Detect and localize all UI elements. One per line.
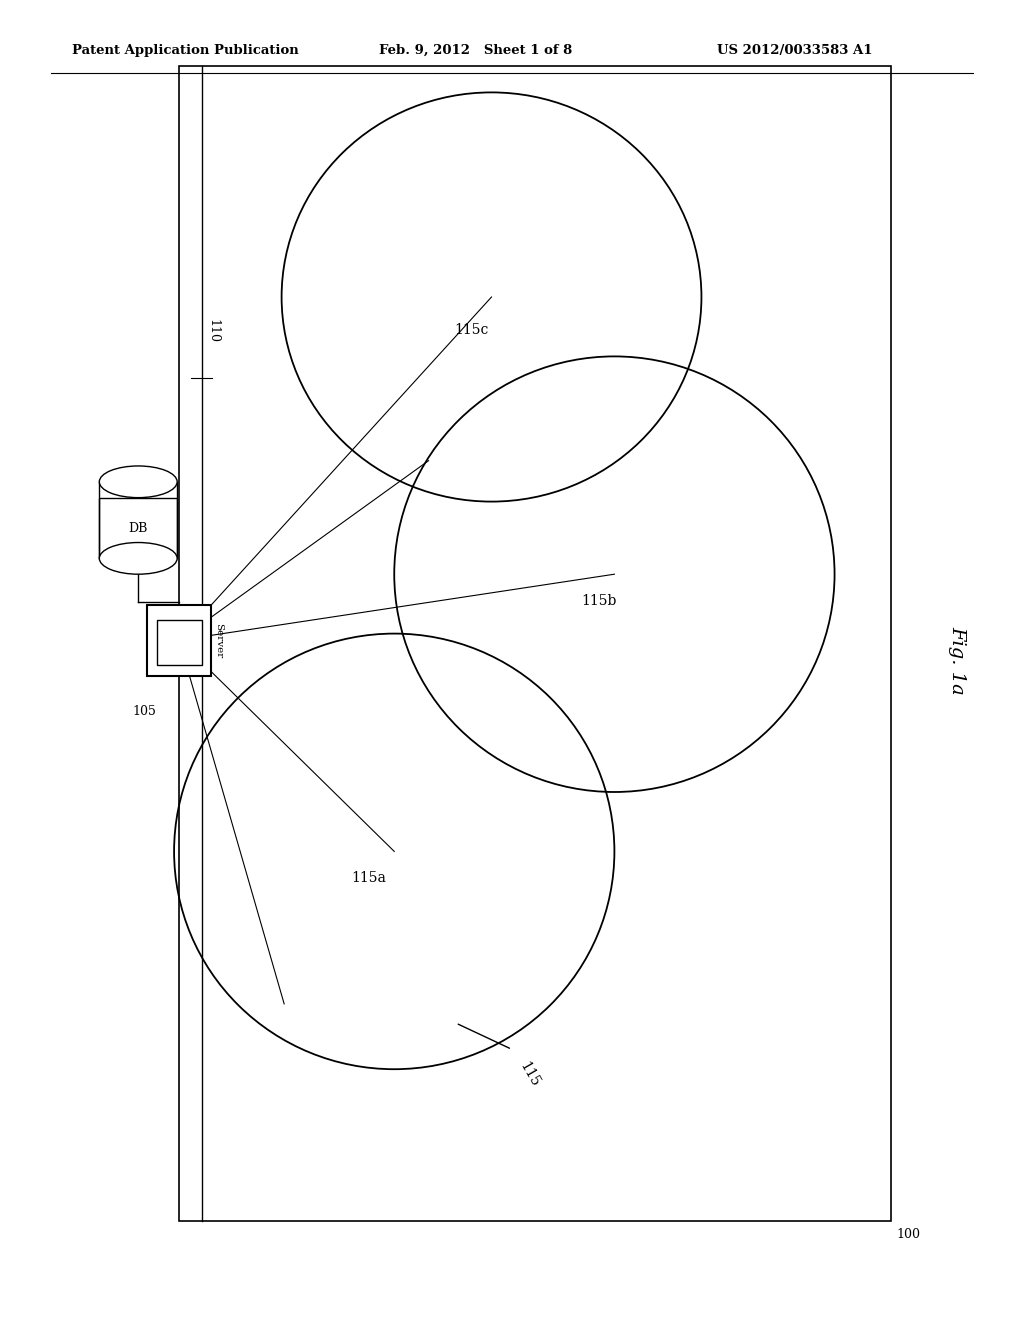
Text: DB: DB bbox=[129, 521, 147, 535]
Text: Server: Server bbox=[214, 623, 223, 657]
Text: 115: 115 bbox=[517, 1060, 543, 1090]
Text: Feb. 9, 2012   Sheet 1 of 8: Feb. 9, 2012 Sheet 1 of 8 bbox=[379, 44, 572, 57]
Text: 115c: 115c bbox=[454, 323, 488, 337]
Text: US 2012/0033583 A1: US 2012/0033583 A1 bbox=[717, 44, 872, 57]
Text: Fig. 1a: Fig. 1a bbox=[948, 626, 967, 694]
Bar bbox=[179, 66, 891, 1221]
Bar bbox=[157, 620, 202, 665]
Text: 115a: 115a bbox=[351, 871, 386, 884]
Text: 105: 105 bbox=[132, 705, 156, 718]
Text: 100: 100 bbox=[896, 1228, 920, 1241]
Text: Patent Application Publication: Patent Application Publication bbox=[72, 44, 298, 57]
Text: 115b: 115b bbox=[582, 594, 616, 607]
FancyBboxPatch shape bbox=[99, 498, 177, 558]
Bar bbox=[147, 605, 211, 676]
Ellipse shape bbox=[99, 466, 177, 498]
Text: 110: 110 bbox=[207, 319, 220, 343]
Ellipse shape bbox=[99, 543, 177, 574]
